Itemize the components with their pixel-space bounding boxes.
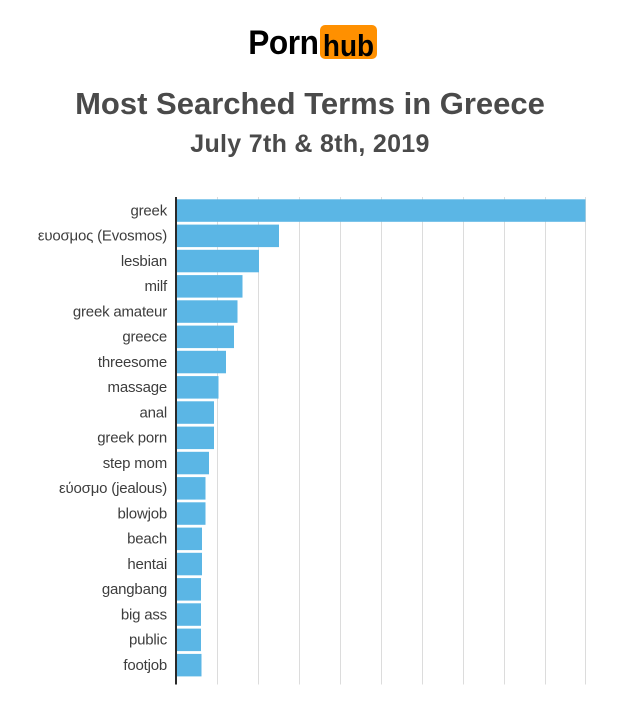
svg-text:lesbian: lesbian <box>121 253 167 270</box>
svg-text:εύοσμο (jealous): εύοσμο (jealous) <box>59 480 167 497</box>
svg-text:greek: greek <box>130 202 167 219</box>
svg-text:greece: greece <box>122 329 167 346</box>
svg-text:footjob: footjob <box>123 657 167 674</box>
svg-text:greek porn: greek porn <box>97 430 167 447</box>
svg-text:greek amateur: greek amateur <box>73 303 167 320</box>
svg-text:public: public <box>129 632 168 649</box>
svg-text:gangbang: gangbang <box>102 581 167 598</box>
svg-text:milf: milf <box>144 278 168 295</box>
svg-text:big ass: big ass <box>121 606 167 623</box>
svg-text:hentai: hentai <box>127 556 167 573</box>
svg-text:threesome: threesome <box>98 354 167 371</box>
svg-text:anal: anal <box>139 404 167 421</box>
svg-text:massage: massage <box>108 379 167 396</box>
svg-text:beach: beach <box>127 531 167 548</box>
svg-text:ευοσμος (Evosmos): ευοσμος (Evosmos) <box>38 228 167 245</box>
svg-text:blowjob: blowjob <box>118 505 167 522</box>
svg-text:step mom: step mom <box>103 455 167 472</box>
